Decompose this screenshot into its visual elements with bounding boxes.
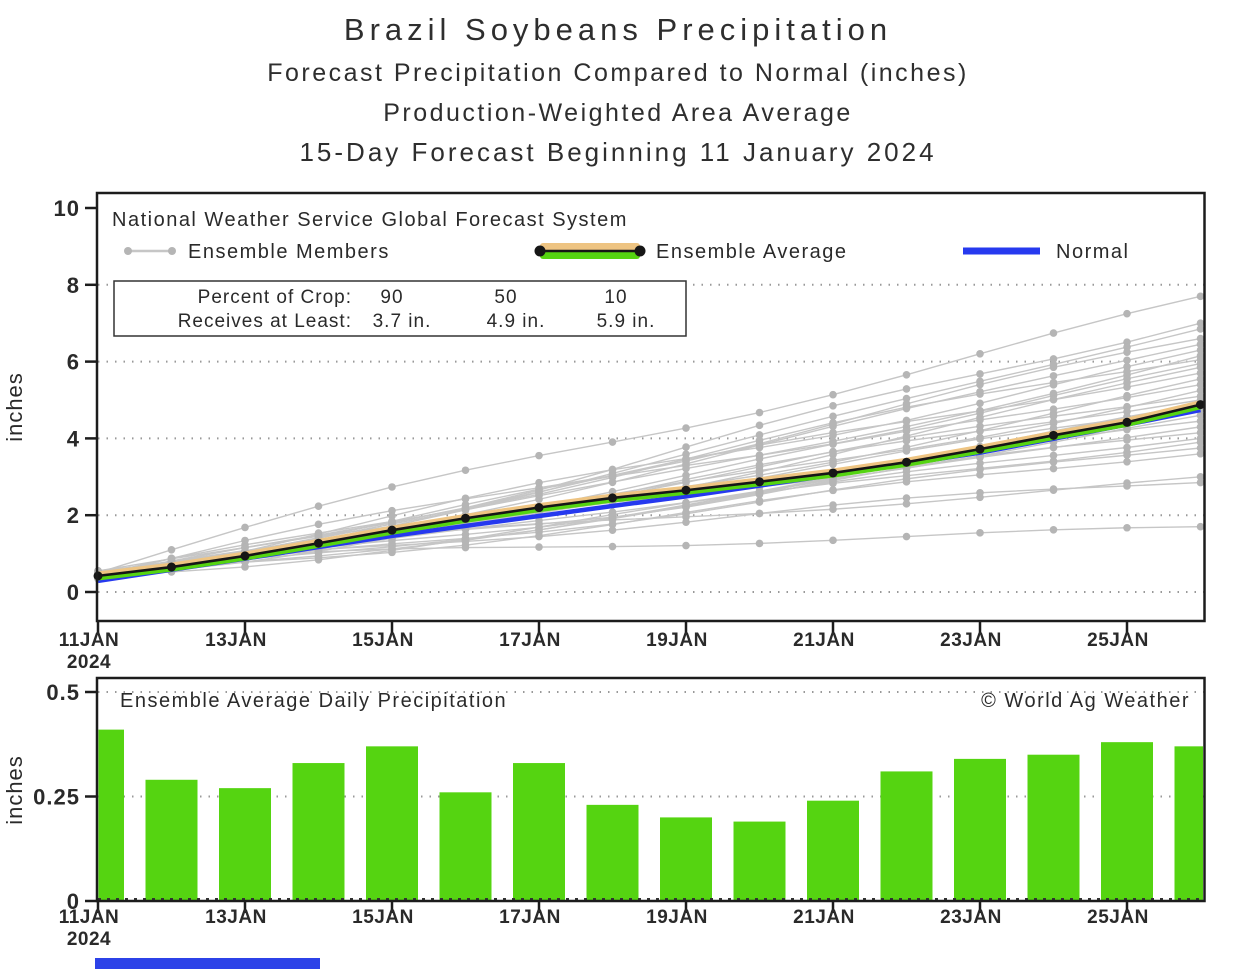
ensemble-average-line xyxy=(93,400,1205,581)
daily-precip-bar xyxy=(807,800,859,901)
bottom-axes: 0 0.25 0.5 11JAN 13JAN 15JAN 17JAN 19JAN 21JAN 23… xyxy=(2,676,1206,950)
bottom-ytick-label: 0.25 xyxy=(33,785,80,810)
legend-ensemble-members-label: Ensemble Members xyxy=(188,241,390,263)
daily-precip-bar xyxy=(586,804,639,901)
crop-stats-box: Percent of Crop: Receives at Least: 90 50 10… xyxy=(113,280,687,337)
bottom-xtick-label: 17JAN xyxy=(499,907,561,928)
main-xtick-label: 21JAN xyxy=(793,630,855,651)
daily-precip-bar xyxy=(733,821,786,901)
daily-precip-bar xyxy=(1174,746,1203,901)
daily-precip-bar xyxy=(1027,754,1080,901)
crop-box-amount-value: 3.7 in. xyxy=(373,311,432,332)
daily-precip-bar xyxy=(145,779,198,901)
main-ytick-label: 10 xyxy=(54,196,80,221)
crop-box-row1-label: Percent of Crop: xyxy=(198,287,352,308)
daily-precip-bar xyxy=(954,758,1006,901)
bottom-xtick-label: 25JAN xyxy=(1087,907,1149,928)
copyright-credit: © World Ag Weather xyxy=(981,690,1190,712)
crop-box-amount-value: 5.9 in. xyxy=(597,311,656,332)
daily-precip-bar xyxy=(292,763,345,901)
bottom-chart-titles: Ensemble Average Daily Precipitation © Wo… xyxy=(120,690,1190,712)
main-xtick-label: 25JAN xyxy=(1087,630,1149,651)
ensemble-average-sample-green-band xyxy=(540,251,640,259)
main-xtick-label: 23JAN xyxy=(940,630,1002,651)
clipped-blue-strip xyxy=(95,958,320,969)
bottom-xtick-label: 23JAN xyxy=(940,907,1002,928)
daily-precip-bar xyxy=(98,729,124,901)
bottom-xtick-label: 13JAN xyxy=(205,907,267,928)
bottom-xtick-label: 21JAN xyxy=(793,907,855,928)
bottom-y-axis-title: inches xyxy=(2,755,27,825)
main-y-axis-title: inches xyxy=(2,372,27,442)
main-xtick-label: 11JAN xyxy=(59,630,120,651)
main-xtick-label: 15JAN xyxy=(352,630,414,651)
legend-ensemble-average-label: Ensemble Average xyxy=(656,241,848,263)
crop-box-amount-value: 4.9 in. xyxy=(487,311,546,332)
bottom-ytick-label: 0 xyxy=(67,889,80,914)
legend-normal-label: Normal xyxy=(1056,241,1129,263)
daily-precip-bars xyxy=(98,729,1204,901)
bottom-xtick-label: 11JAN xyxy=(59,907,120,928)
main-xtick-label: 19JAN xyxy=(646,630,708,651)
main-ytick-label: 6 xyxy=(67,350,80,375)
crop-box-percent-value: 50 xyxy=(494,287,517,308)
daily-precip-bar xyxy=(219,788,271,901)
bottom-xtick-label: 15JAN xyxy=(352,907,414,928)
bottom-xtick-label: 19JAN xyxy=(646,907,708,928)
main-ytick-label: 2 xyxy=(67,503,80,528)
crop-box-row2-label: Receives at Least: xyxy=(178,311,352,332)
bottom-chart-title: Ensemble Average Daily Precipitation xyxy=(120,690,507,712)
main-x-year-label: 2024 xyxy=(67,652,111,673)
legend-source-label: National Weather Service Global Forecast… xyxy=(112,209,628,231)
main-axes: 0 2 4 6 8 10 11JAN 13JAN 15JAN 17JAN 19JAN 21JAN 23J… xyxy=(2,191,1206,673)
daily-precip-bar xyxy=(1101,742,1153,901)
crop-box-percent-value: 90 xyxy=(380,287,403,308)
crop-box-percent-value: 10 xyxy=(604,287,627,308)
bottom-grid xyxy=(98,691,1204,798)
ensemble-average-sample-orange-band xyxy=(540,243,640,251)
main-xtick-label: 17JAN xyxy=(499,630,561,651)
main-ytick-label: 8 xyxy=(67,273,80,298)
daily-precip-bar xyxy=(513,763,565,901)
daily-precip-bar xyxy=(439,792,492,901)
main-xtick-label: 13JAN xyxy=(205,630,267,651)
bottom-x-year-label: 2024 xyxy=(67,929,111,950)
daily-precip-bar xyxy=(660,817,712,901)
main-ytick-label: 0 xyxy=(67,580,80,605)
bottom-ytick-label: 0.5 xyxy=(46,680,80,705)
main-legend: National Weather Service Global Forecast… xyxy=(112,209,1129,263)
daily-precip-bar xyxy=(366,746,418,901)
daily-precip-bar xyxy=(880,771,933,901)
main-ytick-label: 4 xyxy=(67,426,80,451)
